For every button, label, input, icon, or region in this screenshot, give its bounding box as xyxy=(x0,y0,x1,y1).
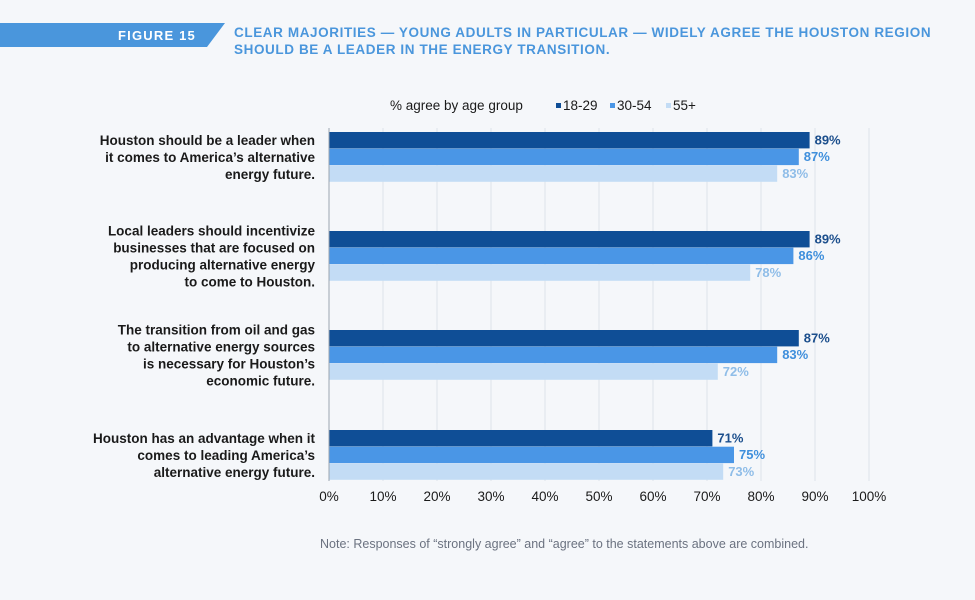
value-label-55+-cat-4: 73% xyxy=(728,464,754,479)
value-label-18-29-cat-4: 71% xyxy=(717,431,743,446)
bar-18-29-cat-4 xyxy=(329,430,713,447)
x-tick-label-60: 60% xyxy=(639,489,666,504)
bar-18-29-cat-3 xyxy=(329,330,799,347)
figure-title: CLEAR MAJORITIES — YOUNG ADULTS IN PARTI… xyxy=(234,25,932,57)
bar-18-29-cat-1 xyxy=(329,132,810,149)
value-label-55+-cat-1: 83% xyxy=(782,166,808,181)
bar-30-54-cat-1 xyxy=(329,148,799,166)
chart-note: Note: Responses of “strongly agree” and … xyxy=(320,537,809,551)
category-label-2-line-4: to come to Houston. xyxy=(185,275,316,290)
x-tick-label-70: 70% xyxy=(693,489,720,504)
value-label-18-29-cat-2: 89% xyxy=(815,232,841,247)
bar-30-54-cat-3 xyxy=(329,346,778,364)
bar-18-29-cat-2 xyxy=(329,231,810,248)
value-label-30-54-cat-1: 87% xyxy=(804,149,830,164)
value-label-55+-cat-2: 78% xyxy=(755,265,781,280)
bar-30-54-cat-2 xyxy=(329,247,794,265)
value-label-55+-cat-3: 72% xyxy=(723,364,749,379)
x-tick-label-100: 100% xyxy=(852,489,887,504)
x-tick-label-20: 20% xyxy=(423,489,450,504)
legend-label-30-54: 30-54 xyxy=(617,98,652,113)
category-label-4-line-2: comes to leading America’s xyxy=(137,448,315,463)
figure-tab-shape xyxy=(0,23,225,47)
value-label-18-29-cat-1: 89% xyxy=(815,133,841,148)
category-label-3-line-3: is necessary for Houston’s xyxy=(143,357,315,372)
x-tick-label-40: 40% xyxy=(531,489,558,504)
legend-swatch-30-54 xyxy=(610,103,615,108)
x-tick-label-90: 90% xyxy=(801,489,828,504)
bar-55+-cat-4 xyxy=(329,463,724,480)
x-tick-label-0: 0% xyxy=(319,489,339,504)
figure-label: FIGURE 15 xyxy=(118,28,196,43)
value-label-18-29-cat-3: 87% xyxy=(804,331,830,346)
bar-55+-cat-2 xyxy=(329,264,751,281)
category-label-3-line-4: economic future. xyxy=(206,374,315,389)
x-tick-label-30: 30% xyxy=(477,489,504,504)
x-tick-label-80: 80% xyxy=(747,489,774,504)
category-label-1-line-2: it comes to America’s alternative xyxy=(105,150,315,165)
value-label-30-54-cat-3: 83% xyxy=(782,347,808,362)
category-label-2-line-2: businesses that are focused on xyxy=(113,241,315,256)
bar-55+-cat-1 xyxy=(329,165,778,182)
legend-swatch-18-29 xyxy=(556,103,561,108)
legend-label-18-29: 18-29 xyxy=(563,98,598,113)
x-tick-label-10: 10% xyxy=(369,489,396,504)
category-label-1-line-1: Houston should be a leader when xyxy=(100,133,315,148)
value-label-30-54-cat-4: 75% xyxy=(739,447,765,462)
x-tick-label-50: 50% xyxy=(585,489,612,504)
category-label-1-line-3: energy future. xyxy=(225,167,315,182)
category-label-2-line-3: producing alternative energy xyxy=(130,258,316,273)
category-label-4-line-3: alternative energy future. xyxy=(154,465,315,480)
legend-title: % agree by age group xyxy=(390,98,523,113)
value-label-30-54-cat-2: 86% xyxy=(798,248,824,263)
legend-label-55+: 55+ xyxy=(673,98,696,113)
category-label-3-line-1: The transition from oil and gas xyxy=(118,323,315,338)
legend-swatch-55+ xyxy=(666,103,671,108)
bar-30-54-cat-4 xyxy=(329,446,734,464)
category-label-4-line-1: Houston has an advantage when it xyxy=(93,431,316,446)
category-label-3-line-2: to alternative energy sources xyxy=(127,340,315,355)
bar-55+-cat-3 xyxy=(329,363,718,380)
figure-tab xyxy=(0,23,225,47)
category-label-2-line-1: Local leaders should incentivize xyxy=(108,224,316,239)
